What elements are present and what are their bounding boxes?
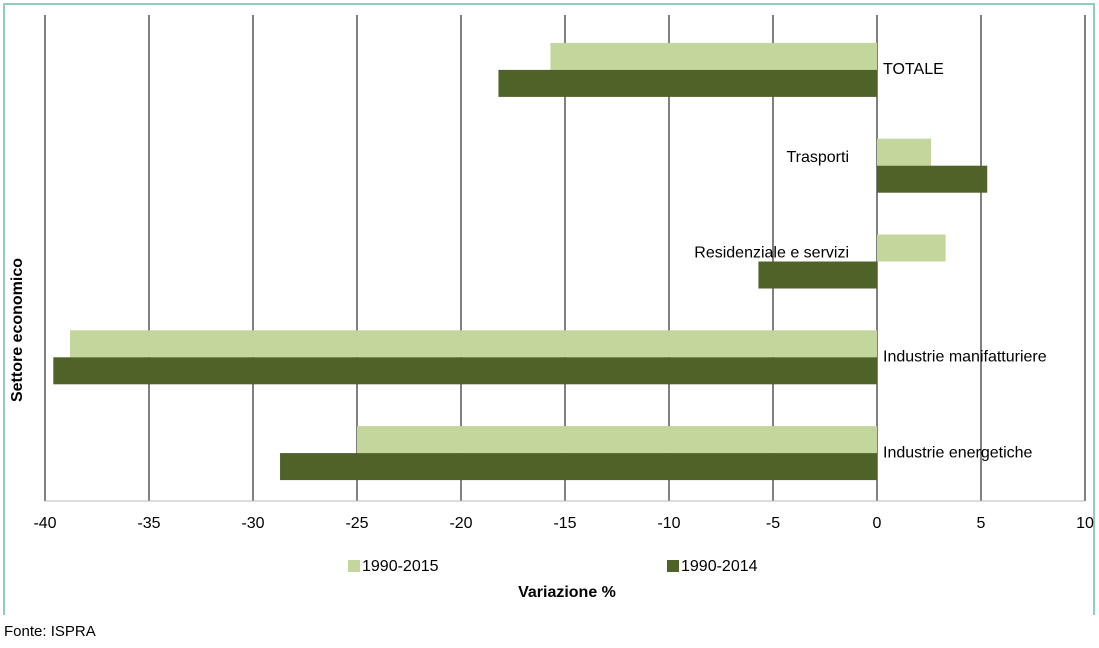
bar bbox=[357, 426, 877, 454]
bar bbox=[758, 261, 877, 289]
x-tick-label: -25 bbox=[345, 515, 368, 532]
category-label: Trasporti bbox=[786, 149, 849, 166]
x-axis-title: Variazione % bbox=[518, 584, 616, 601]
bar bbox=[53, 357, 877, 385]
bar bbox=[498, 69, 877, 97]
bar bbox=[69, 330, 877, 358]
x-tick-label: -20 bbox=[449, 515, 472, 532]
category-label: Industrie manifatturiere bbox=[883, 349, 1047, 366]
x-tick-label: -30 bbox=[241, 515, 264, 532]
category-label: TOTALE bbox=[883, 61, 944, 78]
legend-swatch bbox=[667, 560, 679, 572]
frame bbox=[3, 3, 1095, 615]
legend-swatch bbox=[348, 560, 360, 572]
category-label: Residenziale e servizi bbox=[694, 245, 849, 262]
bar bbox=[877, 234, 946, 262]
bar bbox=[877, 138, 932, 166]
y-axis-title: Settore economico bbox=[9, 258, 26, 402]
source: Fonte: ISPRA bbox=[4, 623, 96, 640]
x-tick-label: -10 bbox=[657, 515, 680, 532]
bar bbox=[280, 453, 877, 481]
x-tick-label: 10 bbox=[1076, 515, 1094, 532]
bar bbox=[550, 42, 877, 70]
x-tick-label: -15 bbox=[553, 515, 576, 532]
legend-label: 1990-2014 bbox=[681, 558, 758, 575]
legend-label: 1990-2015 bbox=[362, 558, 439, 575]
bar bbox=[877, 165, 988, 193]
x-tick-label: -5 bbox=[766, 515, 780, 532]
category-label: Industrie energetiche bbox=[883, 444, 1033, 461]
x-tick-label: -35 bbox=[137, 515, 160, 532]
x-tick-label: -40 bbox=[33, 515, 56, 532]
x-tick-label: 5 bbox=[977, 515, 986, 532]
x-tick-label: 0 bbox=[873, 515, 882, 532]
